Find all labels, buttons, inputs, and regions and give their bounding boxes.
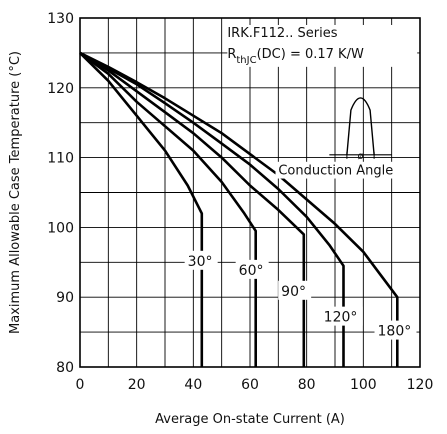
x-tick-label: 100: [350, 377, 377, 393]
y-tick-label: 80: [56, 360, 74, 376]
y-tick-label: 120: [47, 81, 74, 97]
waveform-pulse: [346, 97, 375, 155]
thermal-resistance-value: (DC) = 0.17 K/W: [257, 47, 364, 62]
series-label-background: [184, 250, 218, 270]
x-tick-label: 0: [76, 377, 85, 393]
series-label: 60°: [239, 263, 264, 279]
y-tick-label: 110: [47, 151, 74, 167]
series-label: 90°: [281, 284, 306, 300]
annotation-background: [227, 24, 418, 67]
series-line: [79, 51, 257, 367]
phi-symbol: ø: [357, 151, 363, 162]
conduction-angle-label: Conduction Angle: [278, 163, 393, 178]
series-line: [79, 51, 345, 367]
series-lines: [79, 51, 399, 367]
x-tick-label: 80: [298, 377, 316, 393]
y-tick-label: 100: [47, 220, 74, 236]
y-axis-title: Maximum Allowable Case Temperature (°C): [8, 51, 23, 334]
x-tick-label: 20: [128, 377, 146, 393]
x-tick-label: 60: [241, 377, 259, 393]
series-label-background: [320, 306, 363, 326]
series-label: 180°: [378, 324, 412, 340]
series-line: [79, 51, 204, 367]
annotation-thermal-resistance: RthJC(DC) = 0.17 K/W: [227, 47, 364, 66]
series-label-background: [235, 259, 269, 279]
series-label-background: [374, 320, 417, 340]
thermal-resistance-subscript: thJC: [236, 55, 256, 66]
series-label-background: [278, 280, 312, 300]
thermal-resistance-symbol: R: [227, 47, 236, 62]
series-line: [79, 51, 399, 367]
conduction-label-background: [275, 161, 418, 179]
conduction-angle-waveform-icon: [329, 97, 392, 159]
series-labels: 30° 60° 90° 120° 180°: [184, 250, 417, 340]
x-tick-label: 40: [184, 377, 202, 393]
plot-frame: [79, 17, 421, 368]
annotation-series-name: IRK.F112.. Series: [227, 26, 337, 41]
series-label: 120°: [324, 310, 358, 326]
series-label: 30°: [188, 254, 213, 270]
x-axis-title: Average On-state Current (A): [155, 412, 345, 427]
y-tick-label: 130: [47, 11, 74, 27]
tick-labels: 0 20 40 60 80 100 120 80 90 100 110 120 130: [47, 11, 433, 393]
y-tick-label: 90: [56, 290, 74, 306]
series-line: [79, 51, 306, 367]
x-tick-label: 120: [407, 377, 434, 393]
